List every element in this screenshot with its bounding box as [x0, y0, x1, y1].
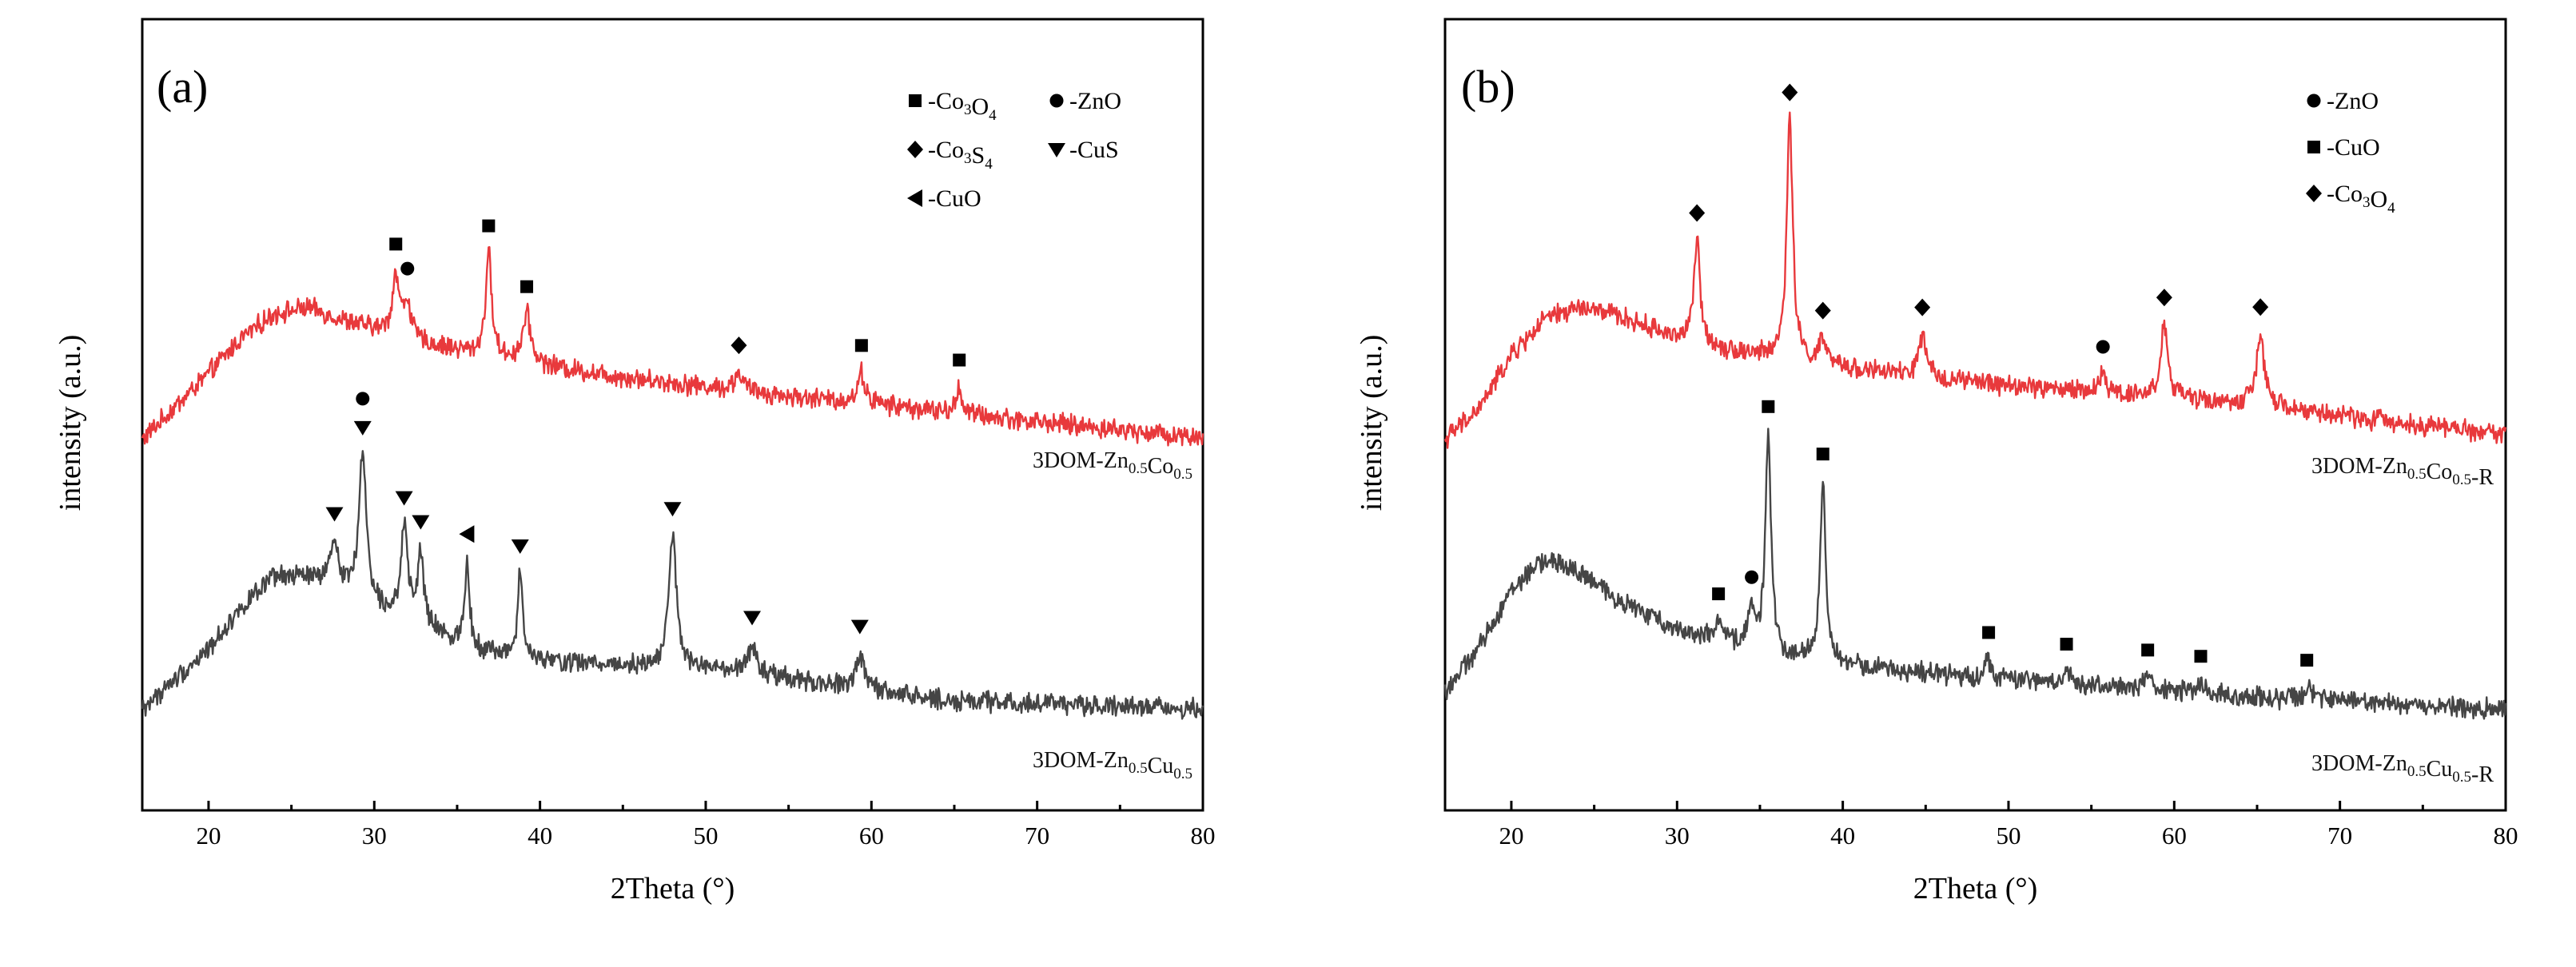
plot-frame — [141, 18, 1204, 812]
peak-marker-diamond — [2156, 289, 2172, 307]
series-label: 3DOM-Zn0.5Co0.5 — [1033, 448, 1192, 483]
legend-marker-circle — [1049, 94, 1064, 108]
peak-marker-triangle-down — [743, 611, 762, 626]
panel-a: 20 30 40 50 60 70 80 2Theta (°) intensity (a.u.)… — [54, 18, 1216, 905]
peak-marker-triangle-down — [395, 491, 413, 506]
legend-marker-diamond — [907, 141, 923, 158]
series-0: 3DOM-Zn0.5Co0.5 — [141, 219, 1204, 483]
legend-marker-circle — [2307, 94, 2321, 108]
series-0: 3DOM-Zn0.5Co0.5-R — [1443, 83, 2507, 490]
x-axis-title: 2Theta (°) — [611, 872, 735, 905]
peak-marker-square — [482, 219, 496, 233]
legend-marker-square — [909, 94, 922, 107]
x-tick-label: 30 — [362, 822, 387, 850]
x-tick-label: 80 — [2494, 822, 2518, 850]
peak-marker-square — [1816, 448, 1829, 461]
peak-marker-square — [2300, 654, 2314, 667]
peak-marker-diamond — [1689, 204, 1706, 222]
legend-label: -Co3S4 — [928, 137, 993, 173]
peak-marker-circle — [2096, 340, 2110, 354]
panel-b: 20 30 40 50 60 70 80 2Theta (°) intensity (a.u.)… — [1355, 18, 2518, 905]
peak-marker-square — [1712, 587, 1726, 601]
y-axis-title: intensity (a.u.) — [54, 335, 87, 511]
x-tick-label: 60 — [859, 822, 884, 850]
peak-marker-square — [520, 280, 534, 293]
peak-marker-triangle-left — [459, 525, 475, 543]
x-tick-label: 40 — [528, 822, 552, 850]
series-label: 3DOM-Zn0.5Cu0.5-R — [2311, 751, 2494, 787]
legend-label: -CuS — [1069, 137, 1119, 163]
legend-marker-triangle-left — [907, 189, 922, 207]
peak-marker-triangle-down — [325, 507, 344, 522]
x-axis-title: 2Theta (°) — [1913, 872, 2038, 905]
peak-marker-square — [1982, 626, 1996, 639]
legend-label: -Co3O4 — [928, 88, 997, 124]
series-line — [141, 450, 1204, 720]
peak-marker-square — [953, 353, 966, 367]
plot-frame — [1443, 18, 2507, 812]
peak-marker-triangle-down — [663, 502, 682, 517]
legend: -Co3O4 -ZnO -Co3S4 -CuS -CuO — [907, 88, 1121, 212]
peak-marker-triangle-down — [412, 515, 430, 530]
legend-label: -ZnO — [2327, 88, 2379, 114]
peak-marker-square — [854, 339, 868, 352]
peak-marker-diamond — [1814, 301, 1831, 320]
x-tick-label: 50 — [1996, 822, 2021, 850]
panel-label: (b) — [1461, 61, 1515, 113]
peak-marker-square — [1762, 400, 1775, 413]
x-tick-label: 30 — [1665, 822, 1690, 850]
panel-label: (a) — [157, 61, 208, 113]
x-tick-label: 20 — [196, 822, 221, 850]
series-line — [1443, 111, 2507, 449]
peak-marker-circle — [1745, 570, 1759, 584]
peak-marker-square — [2194, 650, 2208, 663]
x-tick-label: 60 — [2162, 822, 2187, 850]
legend-label: -Co3O4 — [2327, 181, 2395, 217]
legend-label: -CuO — [2327, 134, 2380, 161]
legend-label: -CuO — [928, 185, 981, 212]
series-label: 3DOM-Zn0.5Co0.5-R — [2311, 454, 2494, 490]
x-tick-label: 80 — [1191, 822, 1216, 850]
series-line — [1443, 428, 2507, 720]
legend-marker-diamond — [2306, 185, 2322, 202]
y-axis-title: intensity (a.u.) — [1355, 335, 1388, 511]
series-1: 3DOM-Zn0.5Cu0.5-R — [1443, 400, 2507, 787]
peak-marker-diamond — [2252, 298, 2269, 316]
series-line — [141, 246, 1204, 447]
peak-marker-square — [2141, 643, 2155, 657]
peak-marker-diamond — [1782, 83, 1798, 101]
peak-marker-square — [389, 237, 403, 251]
x-tick-label: 70 — [1025, 822, 1049, 850]
legend: -ZnO -CuO -Co3O4 — [2306, 88, 2395, 217]
legend-label: -ZnO — [1069, 88, 1121, 114]
x-tick-label: 40 — [1830, 822, 1855, 850]
peak-marker-circle — [356, 392, 370, 406]
peak-marker-square — [2060, 638, 2073, 651]
series-label: 3DOM-Zn0.5Cu0.5 — [1033, 748, 1192, 782]
x-tick-label: 50 — [693, 822, 718, 850]
peak-marker-diamond — [1914, 298, 1931, 316]
peak-marker-triangle-down — [850, 619, 869, 635]
peak-marker-triangle-down — [511, 539, 529, 555]
peak-marker-circle — [400, 261, 415, 276]
peak-marker-diamond — [731, 336, 747, 355]
x-tick-label: 20 — [1499, 822, 1523, 850]
series-1: 3DOM-Zn0.5Cu0.5 — [141, 392, 1204, 782]
legend-marker-triangle-down — [1048, 143, 1065, 157]
peak-marker-triangle-down — [353, 420, 372, 436]
legend-marker-square — [2307, 141, 2320, 153]
x-tick-label: 70 — [2327, 822, 2352, 850]
